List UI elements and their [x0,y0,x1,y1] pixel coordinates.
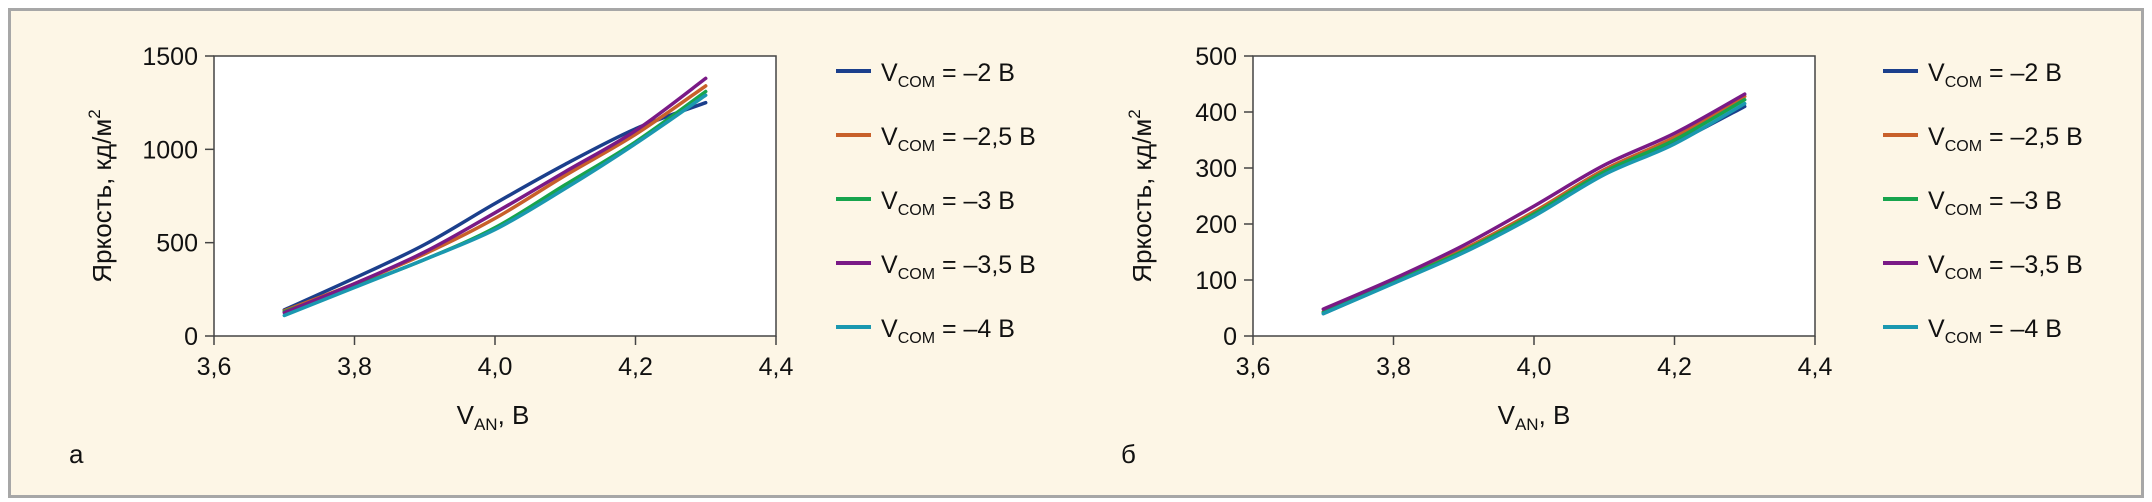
legend-entry-1: VCOM = –2 В [1928,59,2062,91]
legend: VCOM = –2 В VCOM = –2,5 В VCOM = –3 В VCOM … [1883,59,2083,347]
y-tick-label: 200 [1195,211,1237,239]
legend-entry-4: VCOM = –3,5 В [1928,251,2083,283]
y-tick-label: 100 [1195,267,1237,295]
y-tick-label: 1500 [142,43,198,71]
x-axis-label: VAN, В [1498,400,1571,434]
legend-entry-2: VCOM = –2,5 В [881,123,1036,155]
x-axis-label: VAN, В [457,400,530,434]
legend-entry-5: VCOM = –4 В [1928,315,2062,347]
y-tick-label: 400 [1195,99,1237,127]
chart-panel-1: 0 500 1000 1500 3,6 3,8 4,0 4,2 4,4 VAN, В Яркость… [69,43,1036,469]
x-tick-label: 4,4 [1798,353,1833,381]
x-tick-label: 4,2 [1657,353,1692,381]
panel-label: а [69,439,84,469]
plot-area [213,55,777,337]
x-tick-label: 4,2 [618,353,653,381]
y-axis-label: Яркость, кд/м2 [85,109,117,282]
x-tick-label: 4,0 [478,353,513,381]
panel-label: б [1121,439,1136,469]
x-tick-label: 3,8 [1376,353,1411,381]
figure-frame: 0 500 1000 1500 3,6 3,8 4,0 4,2 4,4 VAN, В Яркость… [8,8,2144,498]
x-tick-label: 4,0 [1517,353,1552,381]
y-tick-label: 0 [184,323,198,351]
plot-area [1252,55,1816,337]
y-tick-label: 500 [1195,43,1237,71]
y-tick-label: 1000 [142,136,198,164]
legend-entry-2: VCOM = –2,5 В [1928,123,2083,155]
y-axis-label: Яркость, кд/м2 [1125,109,1157,282]
legend-entry-4: VCOM = –3,5 В [881,251,1036,283]
x-tick-label: 3,8 [337,353,372,381]
y-tick-label: 300 [1195,155,1237,183]
y-tick-label: 0 [1223,323,1237,351]
y-tick-label: 500 [156,230,198,258]
x-tick-label: 4,4 [759,353,794,381]
x-tick-label: 3,6 [1236,353,1271,381]
legend-entry-3: VCOM = –3 В [881,187,1015,219]
legend-entry-3: VCOM = –3 В [1928,187,2062,219]
x-tick-label: 3,6 [197,353,232,381]
legend-entry-1: VCOM = –2 В [881,59,1015,91]
series-line-4 [282,76,708,315]
series-line-4 [1321,92,1747,311]
legend-entry-5: VCOM = –4 В [881,315,1015,347]
chart-panel-2: 0 100 200 300 400 500 3,6 3,8 4,0 4,2 4,4 VAN, В Ярк… [1121,43,2083,469]
series-line-5 [282,93,708,318]
legend: VCOM = –2 В VCOM = –2,5 В VCOM = –3 В VCOM … [836,59,1036,347]
series-line-5 [1321,101,1747,316]
